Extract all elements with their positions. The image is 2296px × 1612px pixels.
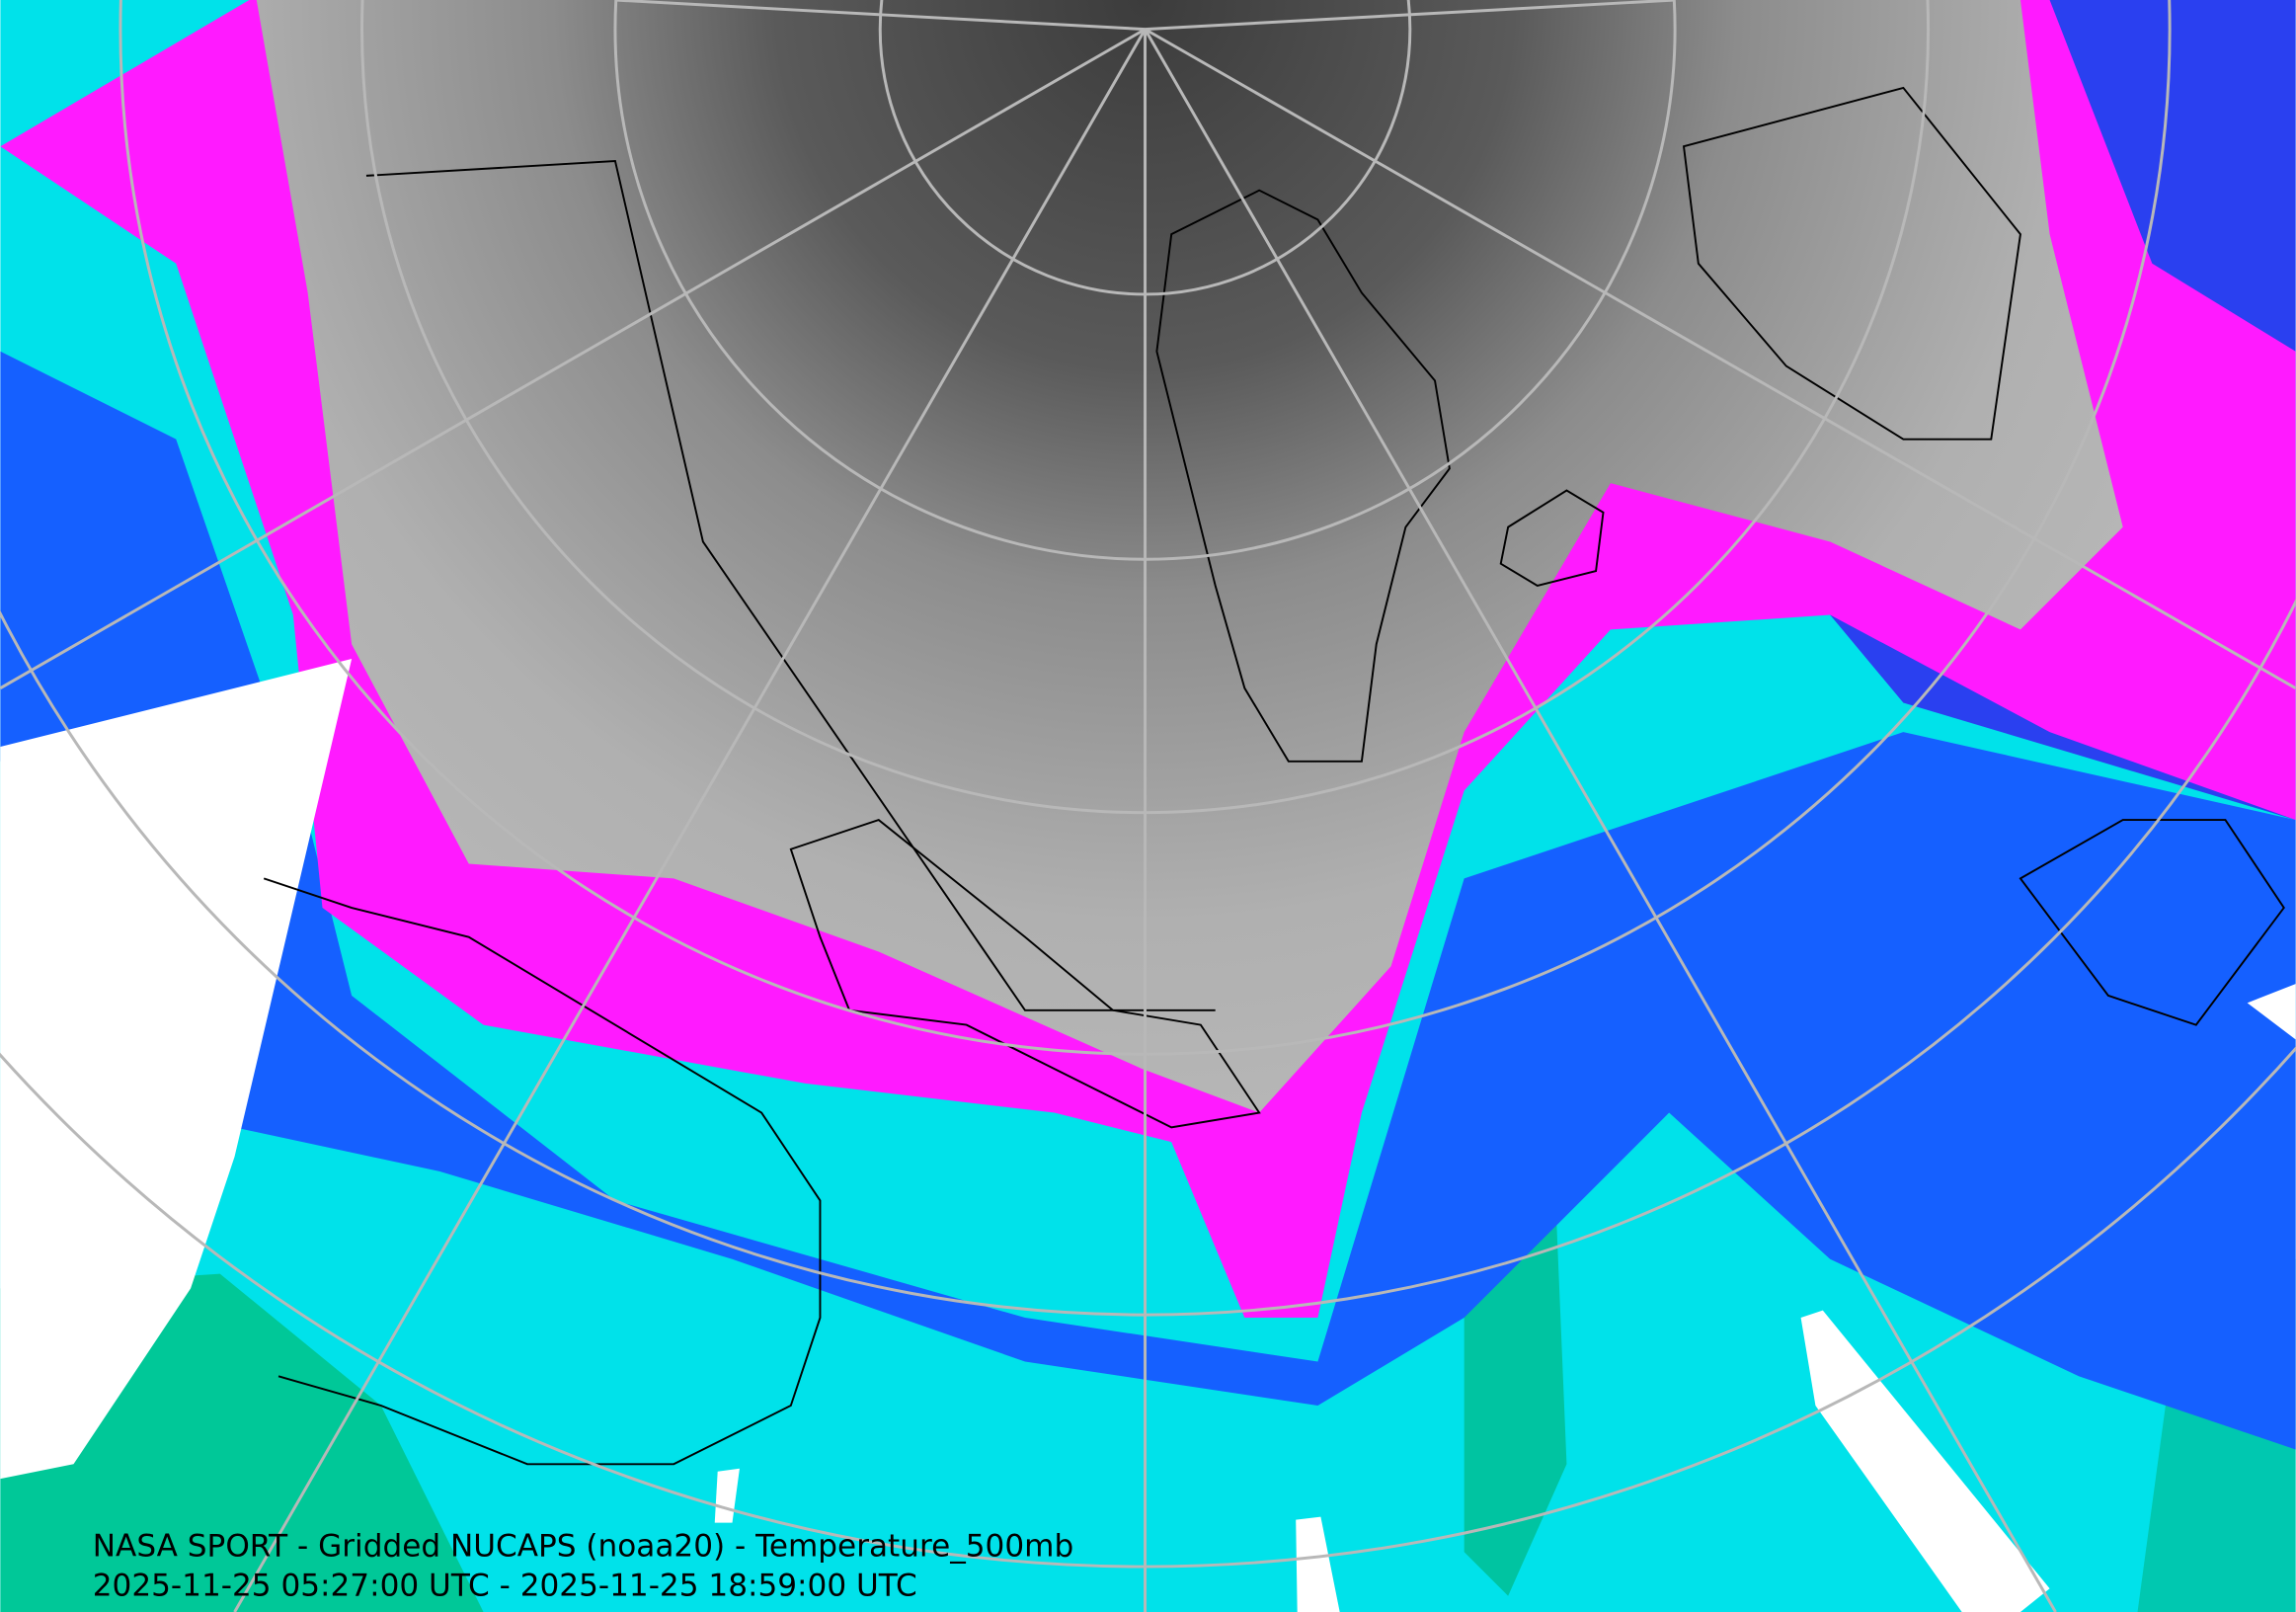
meridian xyxy=(614,0,1146,32)
blue-field xyxy=(0,351,2296,1450)
no-data-area xyxy=(1800,1310,2050,1612)
no-data-area xyxy=(2247,984,2296,1040)
iceland-outline xyxy=(1499,489,1605,587)
border-line xyxy=(365,160,1216,1011)
no-data-area xyxy=(0,659,353,1480)
meridian xyxy=(1145,0,1676,32)
meridian xyxy=(0,28,1147,689)
iberia-outline xyxy=(2019,819,2285,1026)
caption-title: NASA SPORT - Gridded NUCAPS (noaa20) - T… xyxy=(93,1529,1073,1565)
us-outline xyxy=(263,877,822,1466)
meridian xyxy=(1144,28,2057,1612)
greenland-outline xyxy=(1155,189,1451,763)
meridian xyxy=(233,28,1147,1612)
meridian xyxy=(1144,28,2296,689)
no-data-area xyxy=(1296,1516,1340,1612)
caption-time: 2025-11-25 05:27:00 UTC - 2025-11-25 18:… xyxy=(93,1569,917,1604)
